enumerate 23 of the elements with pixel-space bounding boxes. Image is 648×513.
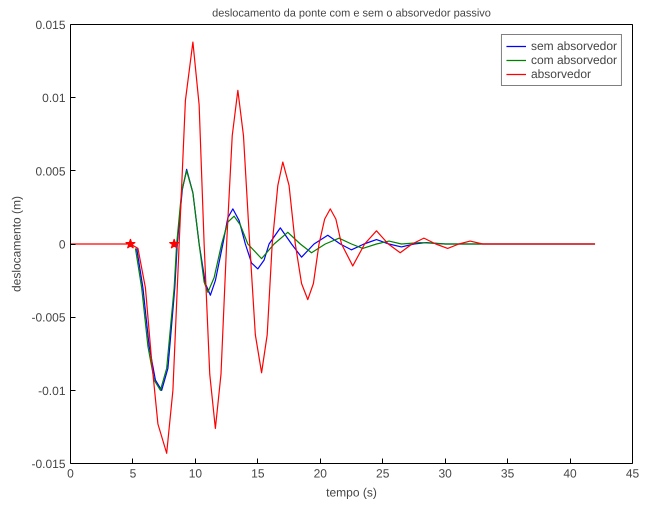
legend-label: com absorvedor <box>530 53 617 67</box>
y-tick-label: 0.015 <box>35 18 66 32</box>
x-tick-label: 45 <box>626 466 640 480</box>
legend-label: sem absorvedor <box>530 39 617 53</box>
x-tick-label: 40 <box>563 466 578 480</box>
x-tick-label: 10 <box>188 466 202 480</box>
y-tick-label: -0.015 <box>31 457 66 471</box>
x-tick-label: 25 <box>376 466 390 480</box>
x-tick-label: 20 <box>314 466 328 480</box>
chart-title: deslocamento da ponte com e sem o absorvedor passivo <box>212 8 491 20</box>
y-tick-label: -0.005 <box>31 310 66 325</box>
x-tick-label: 30 <box>438 466 452 480</box>
x-tick-label: 0 <box>67 466 74 480</box>
y-tick-label: 0 <box>58 238 66 252</box>
y-tick-label: -0.01 <box>38 384 66 398</box>
legend-label: absorvedor <box>530 67 591 81</box>
y-axis-title: deslocamento (m) <box>9 196 24 292</box>
y-tick-label: 0.01 <box>42 91 66 106</box>
x-axis-title: tempo (s) <box>326 486 377 500</box>
x-tick-label: 15 <box>251 466 265 480</box>
x-tick-label: 35 <box>500 466 515 480</box>
y-tick-label: 0.005 <box>35 164 66 178</box>
x-tick-label: 5 <box>130 466 137 480</box>
